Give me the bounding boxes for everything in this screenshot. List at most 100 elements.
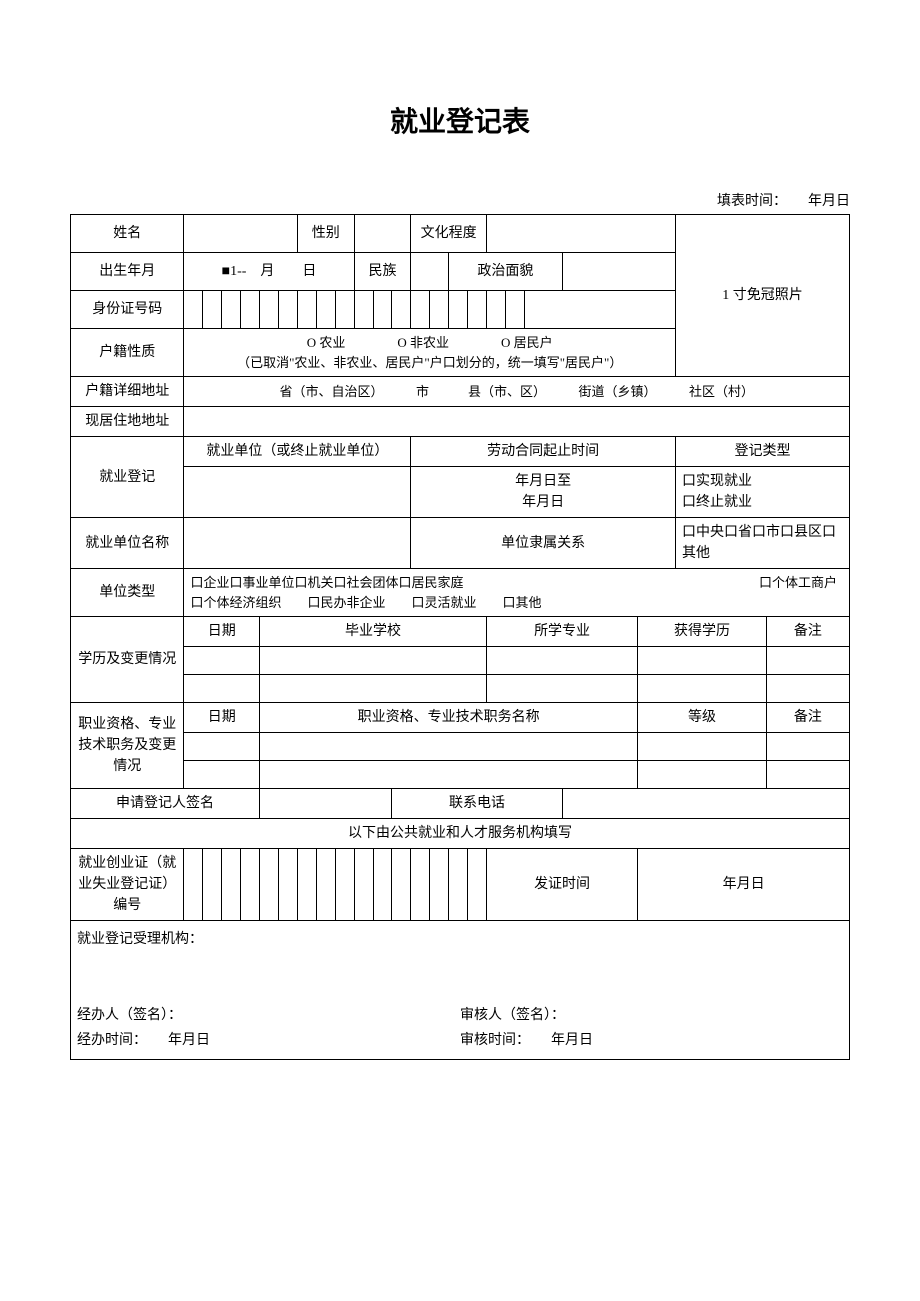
qual-row-remark[interactable] [766, 733, 849, 761]
edu-row-date[interactable] [184, 647, 260, 675]
emp-unit-field[interactable] [184, 467, 411, 518]
cert-cell[interactable] [297, 849, 316, 921]
hukou-addr-label: 户籍详细地址 [71, 377, 184, 407]
edu-school-header: 毕业学校 [260, 617, 487, 647]
gender-label: 性别 [297, 215, 354, 253]
handle-time-label: 经办时间： 年月日 [77, 1028, 460, 1053]
unit-type-label: 单位类型 [71, 569, 184, 617]
hukou-type-label: 户籍性质 [71, 329, 184, 377]
id-cell[interactable] [335, 291, 354, 329]
issue-date-field[interactable]: 年月日 [638, 849, 850, 921]
qual-name-header: 职业资格、专业技术职务名称 [260, 703, 638, 733]
id-cell[interactable] [430, 291, 449, 329]
edu-row-degree[interactable] [638, 675, 767, 703]
cert-cell[interactable] [184, 849, 203, 921]
qual-row-date[interactable] [184, 733, 260, 761]
contract-period-header: 劳动合同起止时间 [411, 437, 676, 467]
issue-date-label: 发证时间 [486, 849, 637, 921]
cert-cell[interactable] [241, 849, 260, 921]
political-field[interactable] [562, 253, 675, 291]
edu-row-degree[interactable] [638, 647, 767, 675]
edu-row-school[interactable] [260, 675, 487, 703]
id-trailing[interactable] [524, 291, 675, 329]
edu-degree-header: 获得学历 [638, 617, 767, 647]
qual-row-remark[interactable] [766, 761, 849, 789]
cert-cell[interactable] [316, 849, 335, 921]
admin-block: 就业登记受理机构： 经办人（签名）： 审核人（签名）： 经办时间： 年月日 审核… [71, 921, 850, 1060]
edu-row-school[interactable] [260, 647, 487, 675]
unit-affil-field[interactable]: 口中央口省口市口县区口其他 [676, 518, 850, 569]
review-time-label: 审核时间： 年月日 [460, 1028, 843, 1053]
id-cell[interactable] [222, 291, 241, 329]
edu-row-major[interactable] [486, 675, 637, 703]
phone-label: 联系电话 [392, 789, 562, 819]
id-cell[interactable] [468, 291, 487, 329]
gender-field[interactable] [354, 215, 411, 253]
qual-row-name[interactable] [260, 761, 638, 789]
edu-level-label: 文化程度 [411, 215, 487, 253]
emp-unit-name-field[interactable] [184, 518, 411, 569]
registration-form-table: 姓名 性别 文化程度 1 寸免冠照片 出生年月 ■1-- 月 日 民族 政治面貌… [70, 214, 850, 1060]
unit-type-field[interactable]: 口企业口事业单位口机关口社会团体口居民家庭 口个体工商户 口个体经济组织 口民办… [184, 569, 850, 617]
edu-row-remark[interactable] [766, 675, 849, 703]
ca-cell[interactable] [430, 849, 449, 921]
cert-cell[interactable] [222, 849, 241, 921]
id-cell[interactable] [505, 291, 524, 329]
id-cell[interactable] [411, 291, 430, 329]
cert-cell[interactable] [392, 849, 411, 921]
cert-cell[interactable] [373, 849, 392, 921]
id-cell[interactable] [203, 291, 222, 329]
id-cell[interactable] [241, 291, 260, 329]
contract-period-field[interactable]: 年月日至 年月日 [411, 467, 676, 518]
id-cell[interactable] [278, 291, 297, 329]
name-field[interactable] [184, 215, 297, 253]
reg-type-header: 登记类型 [676, 437, 850, 467]
cert-cell[interactable] [260, 849, 279, 921]
cert-cell[interactable] [449, 849, 468, 921]
page-title: 就业登记表 [70, 100, 850, 140]
cert-cell[interactable] [278, 849, 297, 921]
cert-cell[interactable] [411, 849, 430, 921]
id-cell[interactable] [316, 291, 335, 329]
section-public-header: 以下由公共就业和人才服务机构填写 [71, 819, 850, 849]
qual-row-level[interactable] [638, 761, 767, 789]
edu-level-field[interactable] [486, 215, 675, 253]
unit-type-right: 口个体工商户 [759, 573, 837, 593]
id-cell[interactable] [373, 291, 392, 329]
edu-row-major[interactable] [486, 647, 637, 675]
live-addr-field[interactable] [184, 407, 850, 437]
qual-row-name[interactable] [260, 733, 638, 761]
id-cell[interactable] [449, 291, 468, 329]
edu-row-remark[interactable] [766, 647, 849, 675]
id-cell[interactable] [486, 291, 505, 329]
photo-area: 1 寸免冠照片 [676, 215, 850, 377]
birth-label: 出生年月 [71, 253, 184, 291]
unit-type-line2: 口个体经济组织 口民办非企业 口灵活就业 口其他 [190, 593, 847, 613]
id-cell[interactable] [184, 291, 203, 329]
admin-org-label: 就业登记受理机构： [77, 927, 843, 952]
reg-type-field[interactable]: 口实现就业 口终止就业 [676, 467, 850, 518]
edu-date-header: 日期 [184, 617, 260, 647]
id-cell[interactable] [260, 291, 279, 329]
emp-reg-label: 就业登记 [71, 437, 184, 518]
applicant-sign-field[interactable] [260, 789, 392, 819]
fill-time-label: 填表时间： 年月日 [70, 190, 850, 210]
id-cell[interactable] [392, 291, 411, 329]
hukou-type-options[interactable]: O 农业 O 非农业 O 居民户 （已取消"农业、非农业、居民户"户口划分的，统… [184, 329, 676, 377]
qual-row-date[interactable] [184, 761, 260, 789]
cert-cell[interactable] [335, 849, 354, 921]
edu-row-date[interactable] [184, 675, 260, 703]
cert-cell[interactable] [354, 849, 373, 921]
emp-unit-col-header: 就业单位（或终止就业单位） [184, 437, 411, 467]
id-cell[interactable] [354, 291, 373, 329]
birth-field[interactable]: ■1-- 月 日 [184, 253, 354, 291]
phone-field[interactable] [562, 789, 849, 819]
qual-row-level[interactable] [638, 733, 767, 761]
hukou-addr-field[interactable]: 省（市、自治区） 市 县（市、区） 街道（乡镇） 社区（村） [184, 377, 850, 407]
ethnic-field[interactable] [411, 253, 449, 291]
name-label: 姓名 [71, 215, 184, 253]
cert-cell[interactable] [203, 849, 222, 921]
cert-cell[interactable] [468, 849, 487, 921]
id-cell[interactable] [297, 291, 316, 329]
qual-remark-header: 备注 [766, 703, 849, 733]
